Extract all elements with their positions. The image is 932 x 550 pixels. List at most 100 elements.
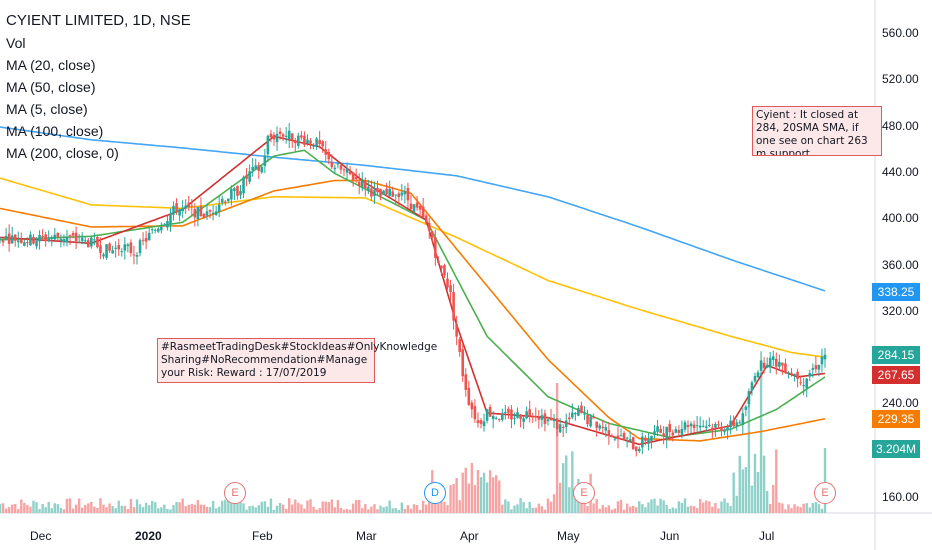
candle-body — [309, 140, 312, 144]
earnings-event-marker[interactable]: E — [573, 482, 595, 504]
volume-bar — [446, 505, 449, 513]
candle-body — [251, 167, 254, 171]
candle-body — [814, 365, 818, 370]
y-tick-label: 440.00 — [882, 165, 919, 179]
candle-body — [680, 429, 684, 435]
candle-body — [0, 237, 2, 239]
volume-bar — [0, 504, 2, 513]
candle-body — [823, 354, 827, 360]
volume-bar — [656, 505, 659, 513]
candle-body — [10, 235, 14, 244]
candle-body — [446, 278, 449, 288]
legend-ma100[interactable]: MA (100, close) — [6, 123, 104, 139]
volume-bar — [151, 500, 154, 513]
volume-bar — [345, 509, 349, 513]
candle-body — [437, 260, 440, 264]
y-tick-label: 320.00 — [882, 304, 919, 318]
candle-body — [598, 425, 602, 429]
volume-bar — [312, 506, 315, 513]
candle-body — [269, 133, 273, 138]
volume-bar — [278, 502, 282, 513]
candle-body — [704, 426, 708, 429]
legend-vol[interactable]: Vol — [6, 35, 26, 51]
candle-body — [516, 412, 519, 418]
candle-body — [717, 424, 720, 426]
candle-body — [726, 427, 729, 431]
candle-body — [217, 204, 221, 212]
volume-bar — [443, 501, 446, 513]
candle-body — [290, 133, 294, 141]
candle-body — [163, 224, 166, 226]
candle-body — [574, 412, 577, 415]
legend-ma200[interactable]: MA (200, close, 0) — [6, 145, 119, 161]
candle-body — [370, 188, 373, 197]
volume-bar — [403, 508, 407, 513]
volume-bar — [452, 483, 455, 513]
candle-body — [601, 426, 605, 428]
volume-bar — [744, 467, 748, 513]
volume-bar — [418, 509, 422, 513]
candle-body — [637, 448, 641, 452]
volume-bar — [23, 502, 26, 513]
candle-body — [759, 360, 763, 371]
volume-bar — [616, 501, 620, 513]
volume-bar — [77, 498, 81, 513]
y-tick-label: 400.00 — [882, 211, 919, 225]
candle-body — [367, 186, 370, 191]
volume-bar — [178, 502, 181, 513]
candle-body — [41, 236, 44, 238]
volume-bar — [753, 453, 757, 513]
ma200-price-tag: 338.25 — [872, 283, 920, 301]
x-tick-label: Jul — [759, 529, 775, 543]
volume-tag: 3.204M — [872, 440, 920, 458]
comment-note[interactable]: Cyient : It closed at 284, 20SMA SMA, if… — [752, 106, 882, 156]
candle-body — [656, 426, 659, 433]
legend-ma20[interactable]: MA (20, close) — [6, 57, 96, 73]
candle-body — [756, 372, 760, 378]
volume-bar — [485, 482, 489, 513]
candle-body — [546, 419, 550, 422]
volume-bar — [723, 498, 726, 513]
idea-note[interactable]: #RasmeetTradingDesk#StockIdeas#OnlyKnowl… — [157, 338, 437, 383]
candle-body — [580, 405, 583, 414]
dividend-event-marker[interactable]: D — [424, 482, 446, 504]
volume-bar — [747, 393, 751, 513]
volume-bar — [787, 504, 790, 513]
volume-bar — [397, 509, 401, 513]
candle-body — [440, 265, 443, 269]
legend-title[interactable]: CYIENT LIMITED, 1D, NSE — [6, 12, 191, 29]
volume-bar — [184, 506, 187, 513]
candle-body — [774, 358, 778, 367]
volume-bar — [781, 503, 784, 513]
volume-bar — [406, 505, 410, 513]
candle-body — [604, 427, 608, 431]
volume-bar — [138, 504, 142, 513]
volume-bar — [677, 501, 681, 513]
earnings-event-marker[interactable]: E — [224, 482, 246, 504]
volume-bar — [221, 500, 224, 513]
candle-body — [452, 292, 455, 321]
volume-bar — [638, 501, 641, 513]
volume-bar — [686, 506, 690, 513]
candle-body — [811, 368, 815, 370]
legend-ma5[interactable]: MA (5, close) — [6, 101, 88, 117]
volume-bar — [205, 506, 209, 513]
volume-bar — [108, 503, 111, 513]
candle-body — [558, 424, 562, 433]
volume-bar — [32, 500, 35, 513]
candle-body — [111, 250, 114, 254]
candle-body — [424, 215, 428, 223]
earnings-event-marker[interactable]: E — [814, 482, 836, 504]
volume-bar — [601, 505, 604, 513]
volume-bar — [129, 498, 133, 513]
legend-ma50[interactable]: MA (50, close) — [6, 79, 96, 95]
candle-body — [141, 239, 145, 241]
volume-bar — [257, 505, 260, 513]
ma-line — [0, 149, 826, 439]
candle-body — [464, 374, 468, 390]
volume-bar — [141, 507, 145, 513]
candle-body — [525, 411, 528, 419]
candle-body — [412, 204, 416, 212]
volume-bar — [87, 503, 90, 513]
